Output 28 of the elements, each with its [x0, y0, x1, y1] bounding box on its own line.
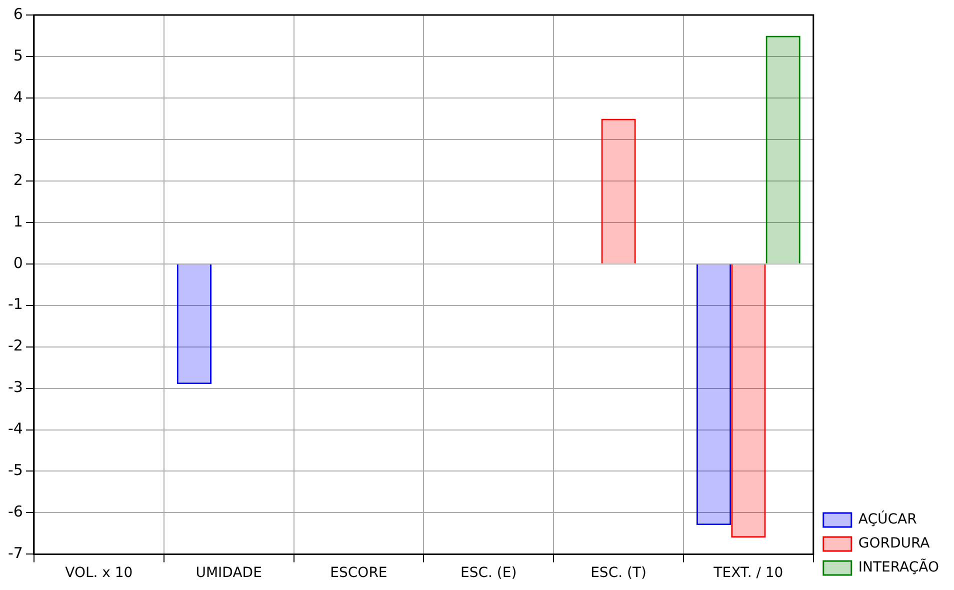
y-tick-label: 0 — [13, 254, 23, 272]
x-tick-label: ESC. (E) — [460, 565, 517, 582]
y-tick-label: -5 — [8, 461, 23, 480]
y-tick-label: -6 — [8, 502, 23, 521]
bar — [601, 118, 636, 264]
y-tick-label: -2 — [8, 336, 23, 355]
y-tick-label: 2 — [13, 170, 23, 189]
legend-label: INTERAÇÃO — [858, 558, 940, 576]
legend-label: AÇÚCAR — [858, 510, 918, 528]
bar — [766, 36, 800, 264]
y-tick-label: 6 — [13, 4, 23, 23]
x-tick-label: ESCORE — [330, 565, 388, 582]
bar — [696, 264, 732, 526]
y-tick-label: 1 — [13, 212, 23, 230]
legend-label: GORDURA — [858, 536, 930, 552]
bar — [176, 264, 212, 384]
y-tick-label: -1 — [8, 295, 23, 314]
x-tick-label: TEXT. / 10 — [712, 565, 784, 582]
y-tick-label: 3 — [13, 129, 23, 148]
y-tick-label: -3 — [8, 378, 23, 396]
x-tick-label: VOL. x 10 — [65, 565, 133, 582]
y-tick-label: -7 — [8, 544, 23, 562]
x-tick-label: UMIDADE — [196, 565, 262, 582]
y-tick-label: -4 — [8, 420, 23, 438]
bar — [731, 264, 766, 538]
y-tick-label: 4 — [13, 88, 23, 106]
x-tick-label: ESC. (T) — [590, 565, 646, 582]
y-tick-label: 5 — [13, 46, 23, 64]
